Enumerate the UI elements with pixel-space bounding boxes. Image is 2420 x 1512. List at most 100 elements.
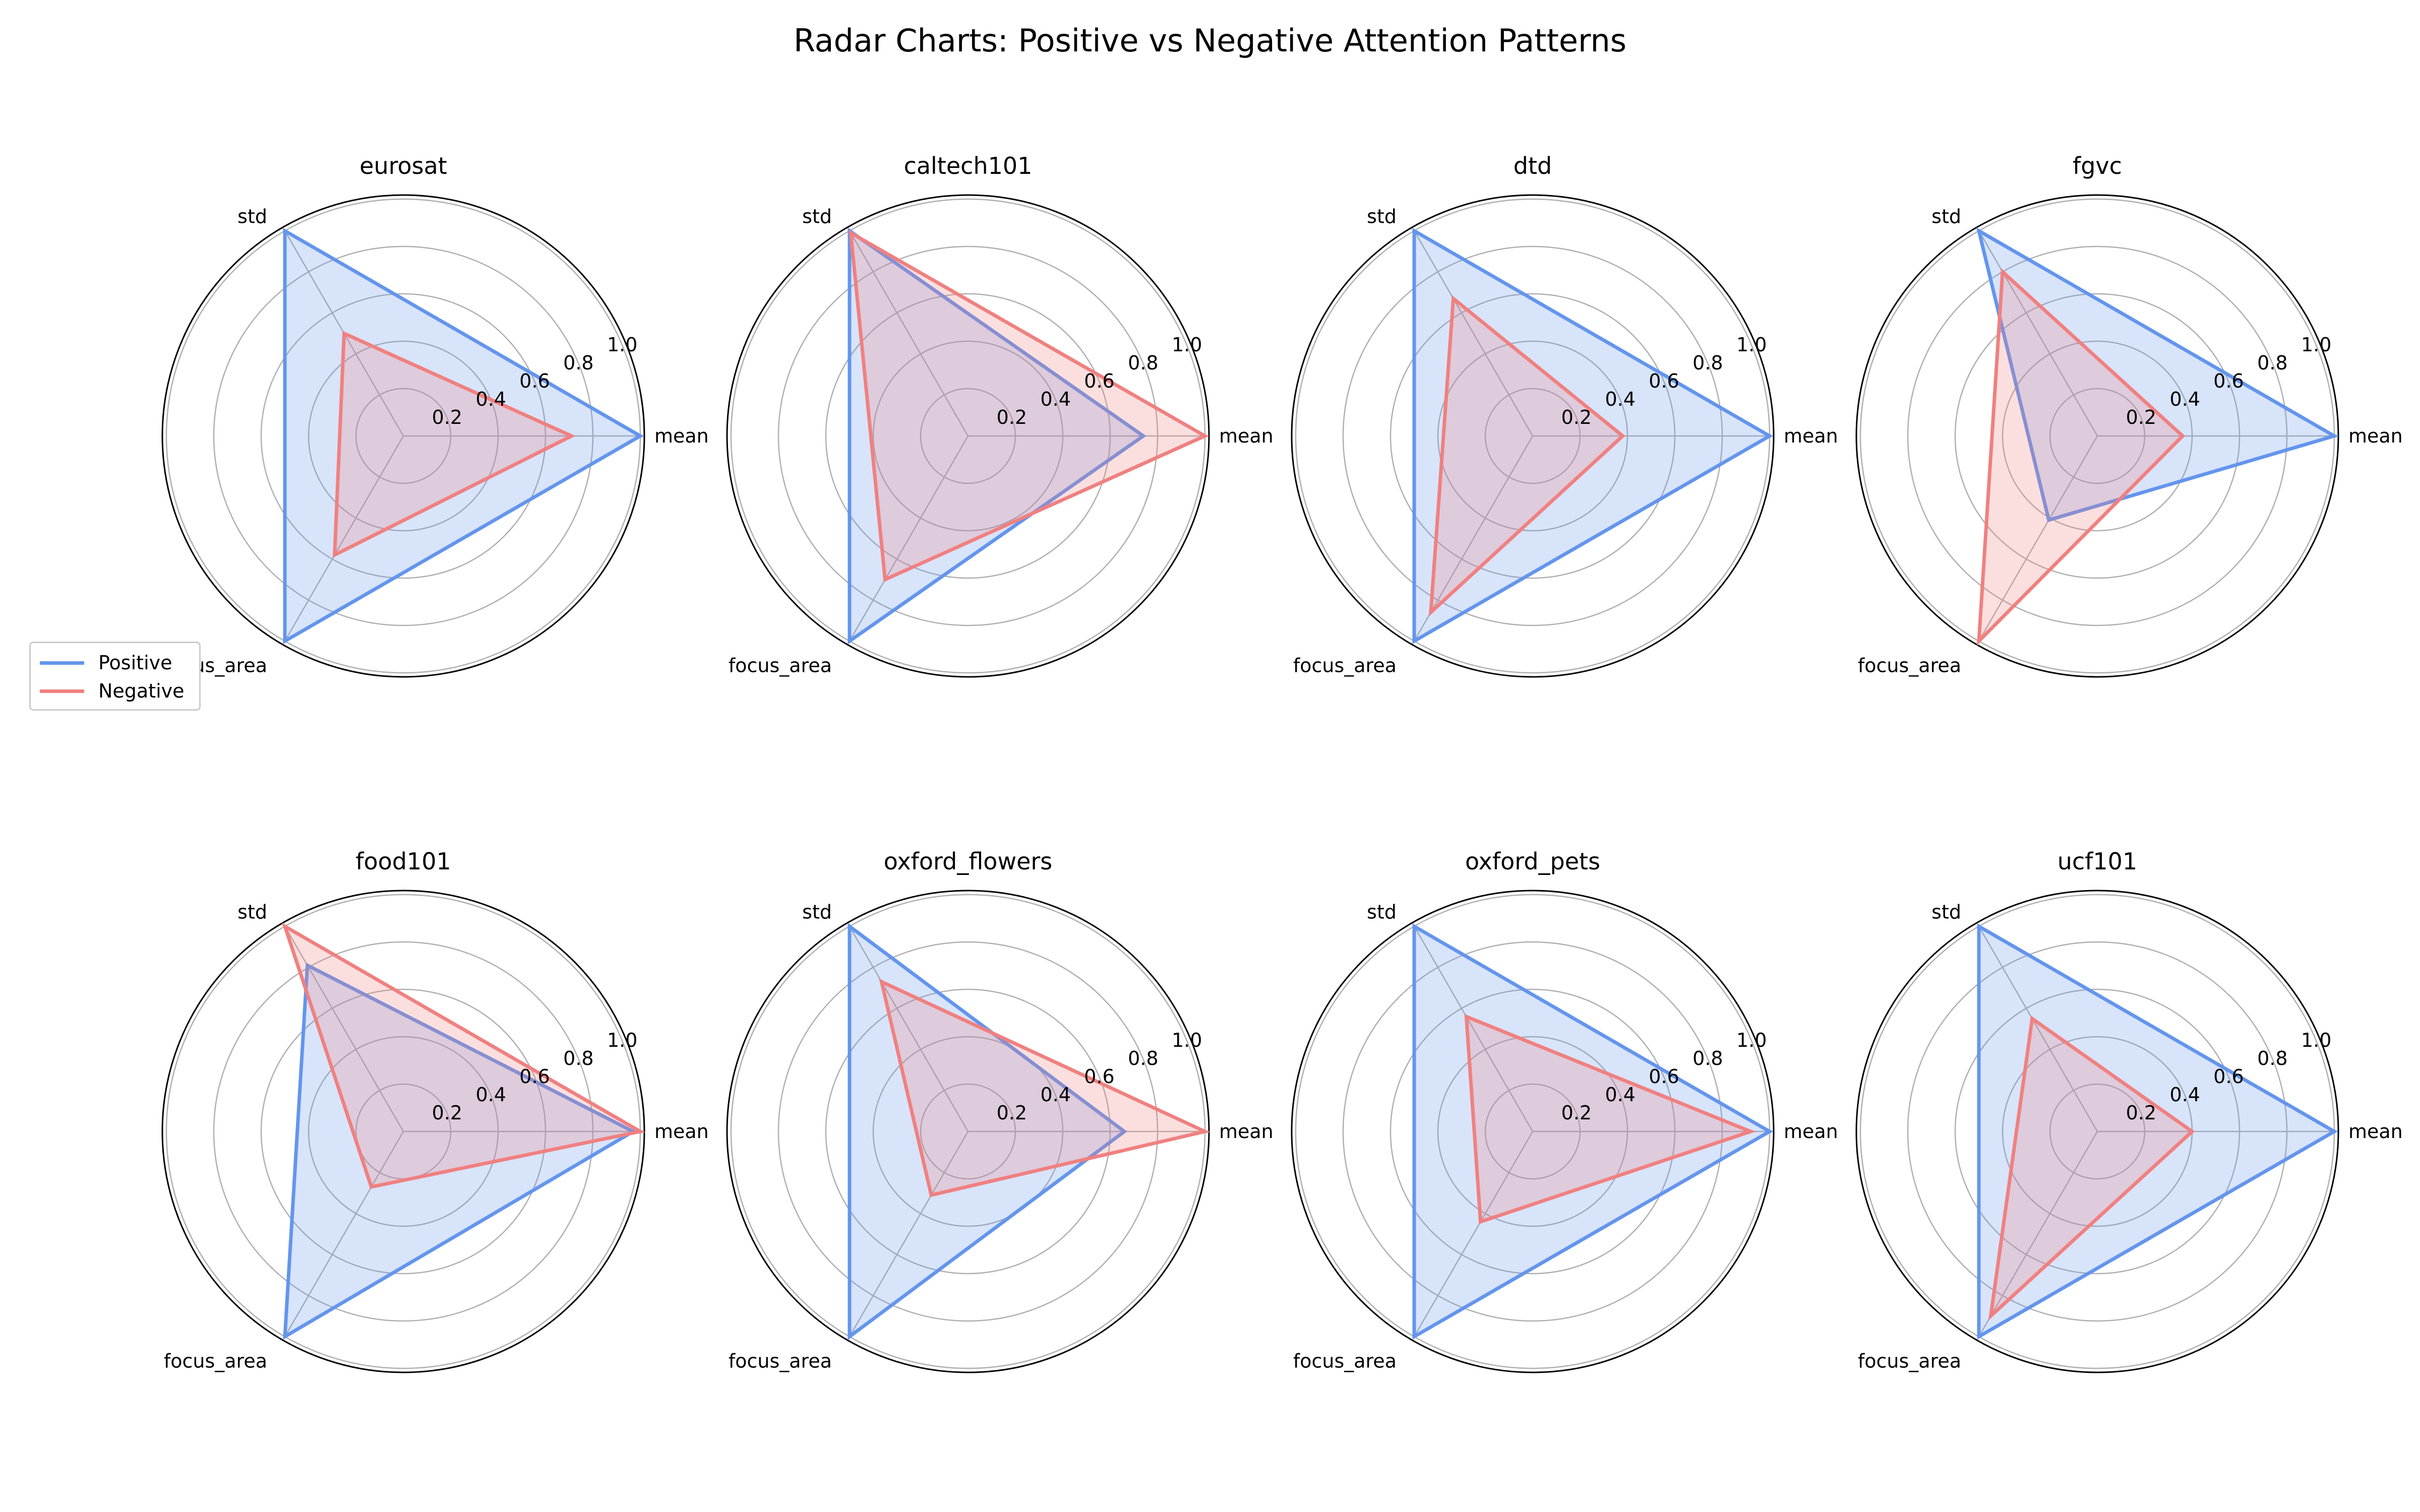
polar-frame (161, 890, 645, 1373)
subplot-title: oxford_pets (1465, 848, 1600, 875)
radial-tick-label: 0.2 (1561, 1102, 1592, 1124)
axis-label-mean: mean (2348, 425, 2403, 447)
axis-spoke (1413, 1131, 1534, 1337)
radial-tick-label: 0.8 (1692, 1047, 1723, 1069)
axis-label-std: std (1931, 205, 1961, 227)
polar-frame (1291, 194, 1775, 678)
axis-label-mean: mean (654, 425, 709, 447)
radial-tick-label: 1.0 (2301, 1029, 2331, 1051)
series-line-negative (281, 922, 645, 1189)
radar-charts-group: 0.2 0.4 0.6 0.8 1.0 mean std focus_area eurosat 0… (161, 152, 2403, 1373)
legend-line-negative (40, 689, 84, 693)
radial-tick-label: 0.4 (1605, 1084, 1635, 1106)
radial-tick-label: 0.6 (1649, 370, 1679, 392)
radial-tick-label: 0.2 (1561, 406, 1592, 428)
series-fill-negative (334, 333, 572, 555)
radial-tick-label: 0.4 (1040, 388, 1070, 410)
axis-label-focus_area: focus_area (1293, 1350, 1397, 1372)
subplot-title: ucf101 (2058, 848, 2137, 875)
radar-chart-food101: 0.2 0.4 0.6 0.8 1.0 mean std focus_area food101 (161, 848, 709, 1373)
series-fill-positive (1979, 926, 2334, 1337)
radial-tick-label: 0.8 (1692, 352, 1723, 374)
axis-label-focus_area: focus_area (1293, 655, 1397, 677)
radar-chart-dtd: 0.2 0.4 0.6 0.8 1.0 mean std focus_area dtd (1291, 152, 1838, 678)
axis-spoke (849, 926, 969, 1132)
axis-label-focus_area: focus_area (1858, 655, 1961, 677)
radial-tick-label: 0.6 (1084, 1065, 1114, 1088)
axis-spoke (1978, 230, 2098, 436)
subplot-title: dtd (1514, 152, 1552, 179)
radial-tick-label: 1.0 (1172, 1029, 1202, 1051)
radial-tick-label: 0.2 (2126, 406, 2156, 428)
series-fill-positive (1414, 926, 1770, 1337)
radial-tick-label: 0.8 (563, 352, 593, 374)
radial-tick-label: 0.2 (2126, 1102, 2156, 1124)
radar-chart-caltech101: 0.2 0.4 0.6 0.8 1.0 mean std focus_area caltech1… (726, 152, 1274, 678)
axis-label-focus_area: focus_area (729, 655, 832, 677)
series-line-positive (1977, 923, 2338, 1340)
subplot-title: oxford_flowers (884, 848, 1053, 875)
radial-tick-label: 0.4 (475, 388, 506, 410)
axis-spoke (1413, 435, 1534, 642)
axis-spoke (849, 230, 969, 436)
series-fill-positive (850, 231, 1143, 641)
axis-label-mean: mean (654, 1120, 709, 1143)
radial-tick-label: 1.0 (1736, 334, 1767, 356)
series-fill-positive (285, 231, 640, 641)
series-fill-positive (850, 926, 1125, 1337)
radial-tick-label: 0.8 (2257, 1047, 2287, 1069)
series-line-negative (1976, 268, 2186, 646)
axis-label-std: std (802, 205, 832, 227)
radial-tick-label: 0.4 (1040, 1084, 1070, 1106)
figure-title: Radar Charts: Positive vs Negative Atten… (794, 22, 1626, 59)
legend-item-positive: Positive (40, 650, 172, 675)
axis-label-focus_area: focus_area (1858, 1350, 1961, 1372)
radial-tick-label: 1.0 (1172, 334, 1202, 356)
radial-tick-label: 0.6 (2213, 1065, 2244, 1088)
legend-item-negative: Negative (40, 678, 185, 704)
axis-spoke (1978, 926, 2098, 1132)
axis-label-std: std (1367, 205, 1397, 227)
series-fill-negative (851, 233, 1205, 580)
series-line-positive (848, 227, 1146, 645)
axis-label-mean: mean (2348, 1120, 2403, 1143)
radial-tick-label: 0.8 (2257, 352, 2287, 374)
series-fill-positive (285, 965, 633, 1337)
legend-label-positive: Positive (98, 652, 172, 674)
radial-tick-label: 0.8 (1128, 1047, 1158, 1069)
radial-tick-label: 0.2 (432, 406, 462, 428)
radial-tick-label: 0.6 (2213, 370, 2244, 392)
axis-label-std: std (1367, 901, 1397, 923)
radial-tick-label: 0.4 (2169, 1084, 2200, 1106)
radar-chart-oxford_pets: 0.2 0.4 0.6 0.8 1.0 mean std focus_area oxford_p… (1291, 848, 1838, 1373)
series-fill-positive (1414, 231, 1770, 641)
polar-frame (1855, 194, 2339, 678)
radial-tick-label: 0.4 (1605, 388, 1635, 410)
radial-tick-label: 0.6 (1084, 370, 1114, 392)
legend-line-positive (40, 661, 84, 665)
radial-tick-label: 0.2 (997, 406, 1027, 428)
subplot-title: caltech101 (904, 152, 1033, 179)
axis-spoke (284, 926, 404, 1132)
series-fill-positive (1979, 231, 2334, 520)
subplot-title: eurosat (359, 152, 447, 179)
series-fill-negative (1979, 272, 2183, 641)
series-fill-negative (285, 926, 640, 1187)
axis-label-std: std (237, 205, 267, 227)
radial-tick-label: 1.0 (1736, 1029, 1767, 1051)
radar-chart-fgvc: 0.2 0.4 0.6 0.8 1.0 mean std focus_area fgvc (1855, 152, 2403, 678)
radial-tick-label: 0.8 (563, 1047, 593, 1069)
legend-label-negative: Negative (98, 680, 185, 702)
subplot-title: fgvc (2073, 152, 2122, 179)
radial-tick-label: 0.2 (432, 1102, 462, 1124)
radial-tick-label: 0.6 (1649, 1065, 1679, 1088)
axis-label-std: std (802, 901, 832, 923)
radial-tick-label: 1.0 (607, 1029, 637, 1051)
axis-spoke (1413, 230, 1534, 436)
series-line-positive (1412, 227, 1774, 645)
radial-tick-label: 1.0 (607, 334, 637, 356)
series-line-negative (879, 978, 1211, 1198)
series-line-negative (849, 229, 1209, 583)
